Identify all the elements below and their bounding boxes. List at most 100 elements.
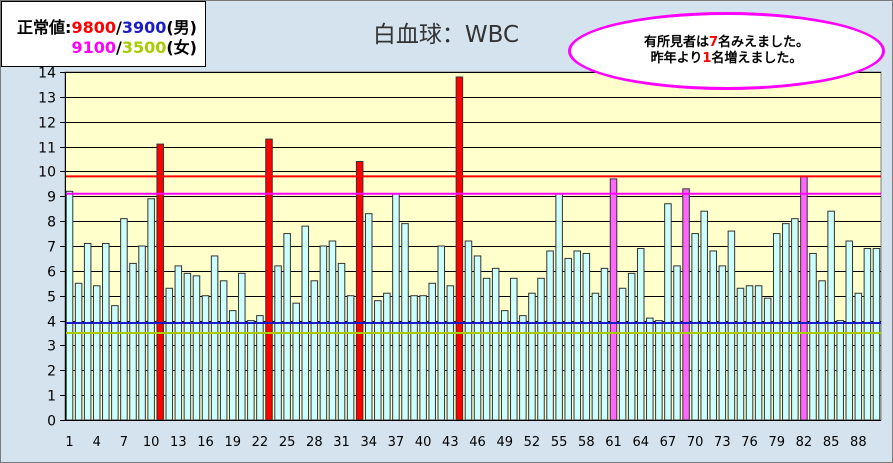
bar [283, 233, 291, 421]
bar [655, 320, 663, 421]
x-tick-label: 1 [65, 435, 73, 450]
bar [763, 297, 772, 421]
highlighted-bar [265, 138, 273, 421]
y-tick-label: 14 [38, 66, 56, 82]
bar [537, 277, 545, 421]
y-tick-label: 3 [47, 339, 56, 355]
bar [120, 218, 128, 421]
bar [709, 250, 718, 421]
callout-line-1: 有所見者は7名みえました。 [644, 35, 809, 51]
bar [600, 267, 609, 421]
bar [519, 315, 527, 421]
legend-label: 正常値: [17, 18, 72, 37]
bar [582, 252, 591, 421]
bar [401, 223, 409, 421]
bar [863, 247, 872, 421]
bar [74, 282, 83, 421]
y-tick-label: 1 [47, 389, 56, 405]
bar [673, 265, 681, 421]
y-tick-label: 6 [47, 265, 56, 281]
bar [256, 315, 264, 421]
bar [174, 265, 183, 421]
bar [247, 320, 255, 421]
legend-female-suffix: (女) [166, 38, 197, 57]
bar [383, 292, 391, 421]
bar [219, 280, 228, 421]
bar [809, 252, 817, 421]
bar [827, 210, 835, 421]
x-tick-label: 4 [93, 435, 101, 450]
male-upper-value: 9800 [71, 18, 116, 37]
bar [573, 250, 582, 421]
x-tick-label: 19 [224, 435, 241, 450]
x-tick-label: 7 [120, 435, 128, 450]
bar [147, 198, 155, 421]
highlighted-bar [609, 178, 618, 421]
x-tick-label: 52 [524, 435, 541, 450]
bar [274, 265, 282, 421]
x-tick-label: 46 [469, 435, 486, 450]
findings-callout: 有所見者は7名みえました。 昨年より1名増えました。 [568, 12, 885, 90]
bar [772, 233, 781, 421]
bar [292, 302, 300, 421]
x-tick-label: 55 [551, 435, 568, 450]
chart-title: 白血球：WBC [372, 22, 520, 48]
bar [183, 272, 192, 421]
x-tick-label: 43 [442, 435, 459, 450]
bar [464, 240, 473, 421]
male-lower-value: 3900 [121, 18, 167, 37]
x-tick-label: 37 [388, 435, 405, 450]
bar [428, 282, 436, 421]
bar [591, 292, 600, 421]
bar [92, 285, 101, 421]
bar [473, 255, 482, 421]
x-tick-label: 31 [333, 435, 350, 450]
bar [754, 285, 763, 421]
bar [618, 287, 627, 421]
x-tick-label: 10 [143, 435, 160, 450]
x-tick-label: 61 [605, 435, 622, 450]
callout-text: 有所見者は [643, 35, 709, 50]
y-tick-label: 2 [47, 364, 56, 380]
bar [346, 295, 355, 421]
bar [745, 285, 754, 421]
legend-male-suffix: (男) [166, 18, 197, 37]
bar [129, 262, 137, 421]
bar [165, 287, 174, 421]
bar [845, 240, 854, 421]
x-tick-label: 13 [170, 435, 187, 450]
bar [102, 243, 110, 421]
callout-text: 昨年より [650, 51, 703, 66]
bar [364, 213, 373, 421]
bar [691, 233, 699, 421]
female-upper-value: 9100 [71, 38, 116, 57]
bar [392, 193, 400, 421]
x-tick-label: 76 [741, 435, 758, 450]
y-tick-label: 13 [38, 91, 56, 107]
bar [374, 300, 382, 421]
bar [700, 210, 708, 421]
bar [564, 257, 572, 421]
legend-separator: / [115, 18, 122, 37]
x-tick-label: 79 [768, 435, 785, 450]
bar [210, 255, 219, 421]
bar [836, 320, 844, 421]
x-tick-label: 88 [850, 435, 867, 450]
bar [337, 262, 346, 421]
legend-separator: / [115, 38, 122, 57]
callout-text: 名増えました。 [711, 51, 803, 66]
bar [872, 247, 881, 421]
bar [328, 240, 337, 421]
x-tick-label: 22 [252, 435, 269, 450]
x-tick-label: 82 [796, 435, 813, 450]
bar [727, 230, 736, 421]
bar [238, 272, 246, 421]
callout-count: 1 [702, 51, 712, 66]
highlighted-bar [455, 76, 464, 421]
bar [482, 277, 491, 421]
callout-text: 名みえました。 [718, 35, 810, 50]
x-tick-label: 73 [714, 435, 731, 450]
bar [736, 287, 745, 421]
